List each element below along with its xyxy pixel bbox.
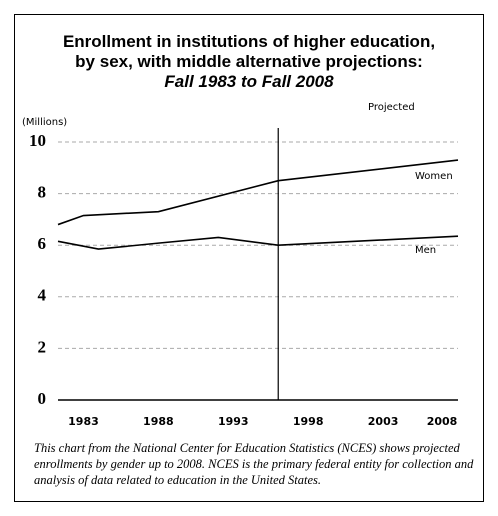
y-tick-label: 0 bbox=[38, 389, 47, 408]
x-tick-label: 1983 bbox=[68, 415, 99, 428]
caption: This chart from the National Center for … bbox=[34, 441, 474, 487]
chart-subtitle: Fall 1983 to Fall 2008 bbox=[164, 72, 334, 91]
line bbox=[57, 235, 459, 250]
chart-title: Enrollment in institutions of higher edu… bbox=[62, 32, 436, 71]
x-tick-label: 2003 bbox=[368, 415, 399, 428]
series-label: Men bbox=[415, 245, 436, 256]
y-tick-label: 6 bbox=[38, 234, 47, 253]
y-tick-label: 10 bbox=[29, 131, 46, 150]
y-axis-label: (Millions) bbox=[22, 117, 67, 128]
y-tick-label: 8 bbox=[38, 183, 47, 202]
y-tick-label: 2 bbox=[38, 337, 47, 356]
x-tick-label: 1988 bbox=[143, 415, 174, 428]
frame bbox=[14, 14, 484, 502]
y-tick-label: 4 bbox=[38, 286, 47, 305]
x-tick-label: 1993 bbox=[218, 415, 249, 428]
x-tick-label: 2008 bbox=[427, 415, 458, 428]
projection-label: Projected bbox=[368, 102, 415, 113]
line bbox=[57, 159, 459, 226]
series-label: Women bbox=[415, 171, 453, 182]
x-tick-label: 1998 bbox=[293, 415, 324, 428]
